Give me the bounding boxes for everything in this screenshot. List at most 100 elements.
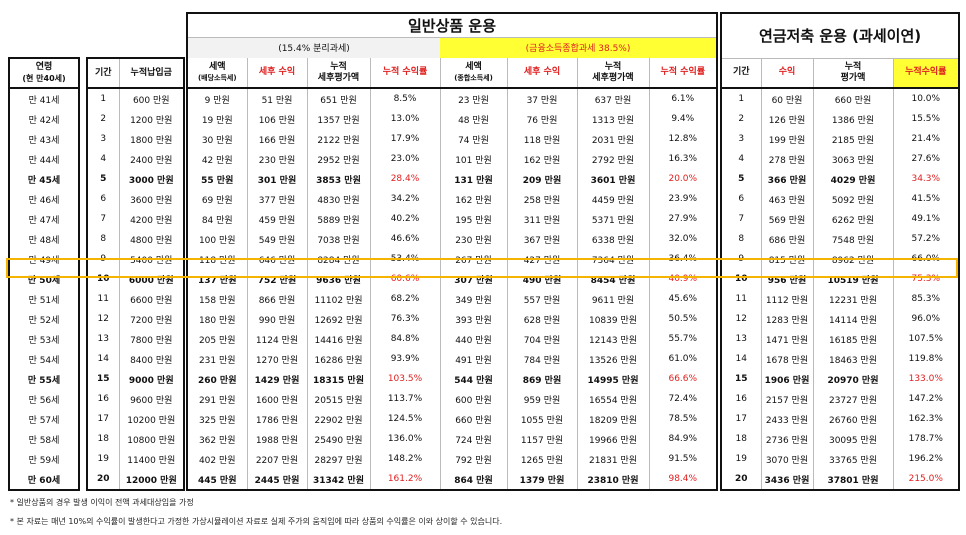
tax-b-cell: 74 만원 — [439, 129, 507, 149]
p-return-cell: 3436 만원 — [760, 469, 813, 491]
cum-pay-cell: 9600 만원 — [118, 389, 185, 409]
cum-eval-b-cell: 14995 만원 — [576, 369, 649, 389]
p-rate-cell: 15.5% — [892, 109, 961, 129]
after-tax-b-cell: 118 만원 — [506, 129, 577, 149]
after-tax-a-cell: 1600 만원 — [246, 389, 307, 409]
p-rate-cell: 85.3% — [892, 289, 961, 309]
cum-eval-b-cell: 2792 만원 — [576, 149, 649, 169]
period-cell: 17 — [86, 409, 119, 429]
table-row: 84 만원 459 만원 5889 만원 40.2% 195 만원 311 만원 5371 … — [186, 209, 719, 229]
cum-rate-b-cell: 40.9% — [648, 269, 719, 289]
p-rate-cell: 34.3% — [892, 169, 961, 189]
cum-rate-b-cell: 16.3% — [648, 149, 719, 169]
table-row: 4 278 만원 3063 만원 27.6% — [720, 149, 961, 169]
p-period-cell: 5 — [720, 169, 761, 189]
p-rate-cell: 162.3% — [892, 409, 961, 429]
after-tax-b-cell: 1379 만원 — [506, 469, 577, 491]
tax-b-cell: 792 만원 — [439, 449, 507, 469]
tax-b-cell: 267 만원 — [439, 249, 507, 269]
table-row: 17 2433 만원 26760 만원 162.3% — [720, 409, 961, 429]
table-row: 만 57세 17 10200 만원 — [8, 409, 185, 429]
cum-rate-a-cell: 68.2% — [369, 289, 440, 309]
cum-eval-a-cell: 651 만원 — [306, 88, 370, 109]
cum-eval-b-cell: 6338 만원 — [576, 229, 649, 249]
age-cell: 만 53세 — [8, 329, 80, 349]
age-cell: 만 41세 — [8, 88, 80, 109]
cum-rate-b-cell: 55.7% — [648, 329, 719, 349]
after-tax-a-cell: 459 만원 — [246, 209, 307, 229]
table-row: 만 48세 8 4800 만원 — [8, 229, 185, 249]
after-tax-a-cell: 752 만원 — [246, 269, 307, 289]
p-return-cell: 956 만원 — [760, 269, 813, 289]
table-row: 만 46세 6 3600 만원 — [8, 189, 185, 209]
p-return-cell: 463 만원 — [760, 189, 813, 209]
cum-pay-cell: 12000 만원 — [118, 469, 185, 491]
cum-rate-b-cell: 36.4% — [648, 249, 719, 269]
cum-eval-a-cell: 16286 만원 — [306, 349, 370, 369]
p-period-cell: 1 — [720, 88, 761, 109]
age-header: 연령 (현 만40세) — [8, 57, 80, 89]
cum-rate-b-cell: 23.9% — [648, 189, 719, 209]
tax-a-cell: 402 만원 — [186, 449, 247, 469]
cum-pay-cell: 2400 만원 — [118, 149, 185, 169]
tax-a-cell: 325 만원 — [186, 409, 247, 429]
table-row: 69 만원 377 만원 4830 만원 34.2% 162 만원 258 만원 4459 … — [186, 189, 719, 209]
cum-pay-cell: 7800 만원 — [118, 329, 185, 349]
after-tax-b-cell: 490 만원 — [506, 269, 577, 289]
after-tax-b-cell: 37 만원 — [506, 88, 577, 109]
p-rate-cell: 27.6% — [892, 149, 961, 169]
cum-eval-a-header: 누적 세후평가액 — [306, 58, 370, 89]
after-tax-b-cell: 367 만원 — [506, 229, 577, 249]
tax-b-cell: 660 만원 — [439, 409, 507, 429]
table-row: 362 만원 1988 만원 25490 만원 136.0% 724 만원 1157 만원… — [186, 429, 719, 449]
table-row: 만 60세 20 12000 만원 — [8, 469, 185, 491]
tax-b-cell: 48 만원 — [439, 109, 507, 129]
cum-rate-b-cell: 45.6% — [648, 289, 719, 309]
cum-rate-a-cell: 84.8% — [369, 329, 440, 349]
age-cell: 만 45세 — [8, 169, 80, 189]
tax-b-cell: 162 만원 — [439, 189, 507, 209]
after-tax-a-cell: 2207 만원 — [246, 449, 307, 469]
p-eval-cell: 10519 만원 — [812, 269, 893, 289]
table-row: 14 1678 만원 18463 만원 119.8% — [720, 349, 961, 369]
tax-b-cell: 600 만원 — [439, 389, 507, 409]
cum-eval-b-cell: 18209 만원 — [576, 409, 649, 429]
table-row: 55 만원 301 만원 3853 만원 28.4% 131 만원 209 만원 3601 … — [186, 169, 719, 189]
tax-a-cell: 19 만원 — [186, 109, 247, 129]
p-return-cell: 278 만원 — [760, 149, 813, 169]
table-row: 5 366 만원 4029 만원 34.3% — [720, 169, 961, 189]
cum-rate-a-cell: 53.4% — [369, 249, 440, 269]
cum-pay-cell: 1800 만원 — [118, 129, 185, 149]
p-return-cell: 1678 만원 — [760, 349, 813, 369]
table-row: 3 199 만원 2185 만원 21.4% — [720, 129, 961, 149]
p-return-cell: 3070 만원 — [760, 449, 813, 469]
after-tax-a-cell: 230 만원 — [246, 149, 307, 169]
cum-rate-b-cell: 98.4% — [648, 469, 719, 491]
p-period-cell: 8 — [720, 229, 761, 249]
cum-rate-a-cell: 40.2% — [369, 209, 440, 229]
cum-eval-b-cell: 637 만원 — [576, 88, 649, 109]
p-return-cell: 199 만원 — [760, 129, 813, 149]
tax-a-cell: 9 만원 — [186, 88, 247, 109]
cum-pay-cell: 7200 만원 — [118, 309, 185, 329]
cum-pay-cell: 8400 만원 — [118, 349, 185, 369]
tax-a-cell: 180 만원 — [186, 309, 247, 329]
table-row: 16 2157 만원 23727 만원 147.2% — [720, 389, 961, 409]
tax-a-cell: 100 만원 — [186, 229, 247, 249]
cum-rate-a-cell: 28.4% — [369, 169, 440, 189]
cum-pay-cell: 9000 만원 — [118, 369, 185, 389]
period-header: 기간 — [86, 57, 119, 89]
table-row: 8 686 만원 7548 만원 57.2% — [720, 229, 961, 249]
cum-eval-b-cell: 3601 만원 — [576, 169, 649, 189]
cum-rate-b-header: 누적 수익률 — [648, 58, 719, 89]
table-row: 158 만원 866 만원 11102 만원 68.2% 349 만원 557 만원 961… — [186, 289, 719, 309]
cum-eval-a-cell: 18315 만원 — [306, 369, 370, 389]
cum-eval-a-cell: 1357 만원 — [306, 109, 370, 129]
after-tax-a-cell: 646 만원 — [246, 249, 307, 269]
table-row: 만 56세 16 9600 만원 — [8, 389, 185, 409]
cum-pay-cell: 10800 만원 — [118, 429, 185, 449]
tax-b-cell: 440 만원 — [439, 329, 507, 349]
p-period-cell: 13 — [720, 329, 761, 349]
period-cell: 15 — [86, 369, 119, 389]
tax-b-cell: 724 만원 — [439, 429, 507, 449]
